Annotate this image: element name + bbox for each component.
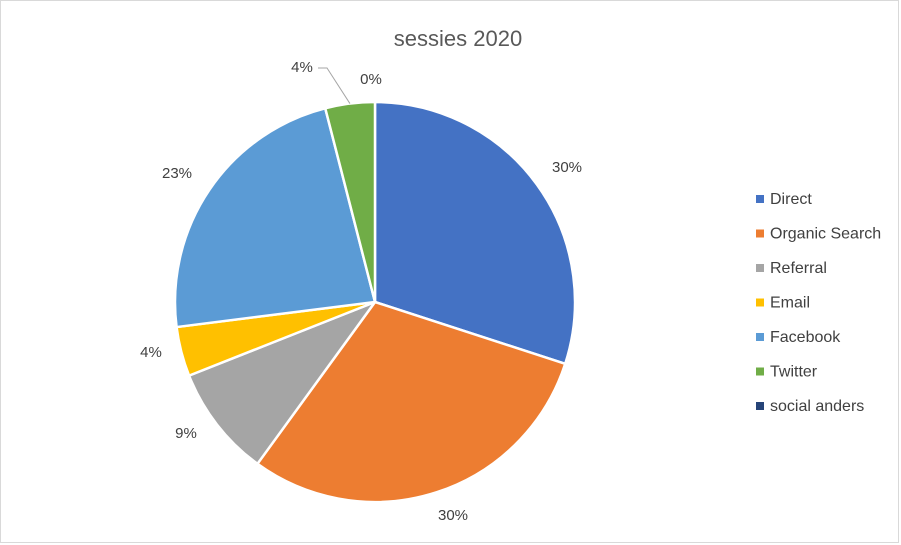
data-label-direct: 30% [552, 159, 582, 176]
data-label-social-anders: 0% [360, 71, 382, 88]
pie-slice-twitter [324, 100, 377, 304]
leader-line-twitter [318, 67, 351, 104]
pie-slice-facebook [173, 107, 377, 329]
data-label-facebook: 23% [162, 165, 192, 182]
data-label-referral: 9% [175, 425, 197, 442]
legend-swatch-twitter [756, 367, 764, 376]
legend-swatch-email [756, 298, 764, 307]
leader-lines [318, 67, 351, 104]
legend-swatch-direct [756, 195, 764, 203]
legend-label-twitter: Twitter [770, 364, 818, 381]
legend: Direct Organic Search Referral Email Faceboo… [756, 191, 881, 415]
data-label-email: 4% [140, 344, 162, 361]
legend-label-organic-search: Organic Search [770, 226, 881, 243]
pie-slice-direct [373, 100, 577, 366]
chart-title: sessies 2020 [394, 26, 522, 51]
pie-slices [173, 100, 577, 504]
slice-labels: 30% 30% 9% 4% 23% 4% 0% [140, 59, 582, 524]
legend-swatch-organic-search [756, 229, 764, 238]
legend-label-referral: Referral [770, 260, 827, 277]
pie-slice-organic-search [256, 300, 567, 504]
data-label-organic-search: 30% [438, 507, 468, 524]
legend-label-direct: Direct [770, 191, 812, 208]
legend-swatch-referral [756, 264, 764, 272]
legend-swatch-facebook [756, 333, 764, 341]
legend-swatch-social-anders [756, 402, 764, 410]
legend-label-social-anders: social anders [770, 398, 864, 415]
legend-label-facebook: Facebook [770, 329, 841, 346]
data-label-twitter: 4% [291, 59, 313, 76]
pie-slice-referral [187, 300, 377, 466]
legend-label-email: Email [770, 295, 810, 312]
